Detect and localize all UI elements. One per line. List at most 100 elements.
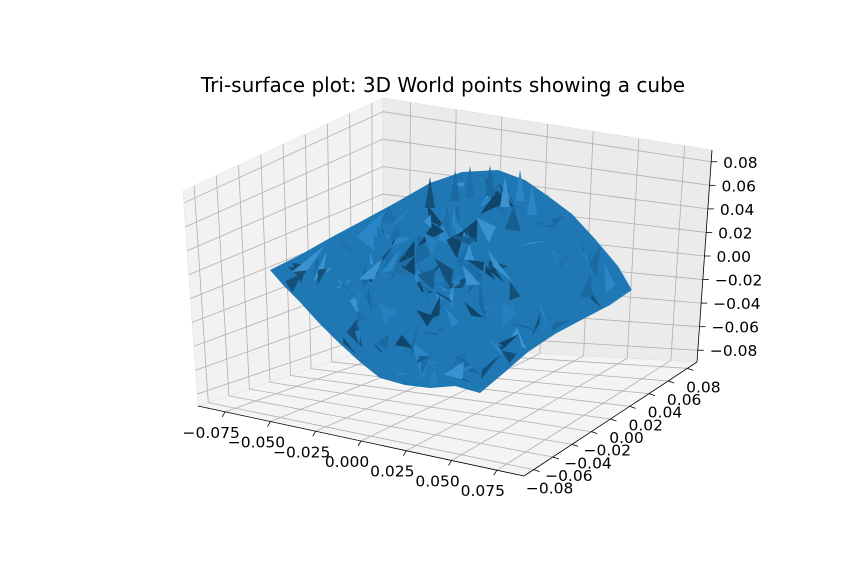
surface-facet [465, 220, 473, 261]
x-tick-label: 0.075 [461, 482, 505, 500]
surface-facet [451, 273, 461, 290]
surface-facet [449, 235, 478, 245]
surface-facet [586, 286, 602, 309]
y-tick-label: −0.06 [545, 467, 593, 485]
x-tick-mark [221, 411, 226, 418]
grid-line [208, 402, 534, 471]
surface-facet [439, 270, 450, 296]
y-tick-label: −0.08 [526, 480, 574, 498]
surface-facet [461, 219, 478, 243]
y-tick-label: 0.06 [667, 391, 702, 409]
x-tick-mark [357, 440, 362, 447]
surface-facet [317, 268, 328, 285]
surface-facet [435, 326, 446, 335]
surface-facet [415, 233, 431, 265]
surface-facet [558, 250, 576, 270]
surface-facet [394, 346, 412, 362]
surface-facet [417, 223, 444, 247]
x-tick-mark [267, 421, 271, 427]
surface-facet [426, 300, 447, 325]
surface-facet [543, 300, 552, 325]
y-tick-mark [610, 418, 617, 422]
y-tick-mark [629, 405, 636, 409]
surface-facet [498, 334, 519, 350]
grid-line [249, 388, 573, 445]
surface-facet [524, 294, 545, 320]
y-tick-mark [648, 393, 656, 397]
grid-line [185, 138, 710, 228]
z-tick-label: 0.08 [723, 154, 758, 172]
surface-facet [376, 225, 394, 263]
surface-facet [450, 346, 468, 369]
surface-facet [356, 222, 375, 251]
surface-facet [489, 266, 505, 283]
surface-facet [589, 245, 601, 278]
surface-facet [443, 361, 464, 380]
surface-facet [517, 239, 551, 247]
z-axis-ticks: −0.08 −0.06 −0.04 −0.02 0.00 0.02 0.04 0.06 0.08 [697, 154, 762, 360]
surface-facet [388, 243, 408, 287]
surface-peak [527, 184, 537, 215]
surface-facet [442, 202, 446, 224]
surface-facet [450, 371, 471, 383]
surface-facet [478, 278, 487, 327]
surface-facet [423, 214, 432, 228]
grid-line [290, 375, 611, 420]
z-tick-label: −0.04 [713, 295, 761, 313]
surface-facet [285, 273, 302, 293]
surface-facet [536, 293, 549, 335]
surface-peak [543, 194, 553, 225]
surface-facet [483, 317, 498, 337]
y-tick-label: −0.02 [584, 442, 632, 460]
surface-facet [380, 249, 400, 274]
surface-facet [343, 337, 357, 355]
surface-facet [445, 307, 460, 327]
x-tick-mark [448, 460, 452, 466]
y-tick-mark [533, 469, 540, 473]
y-tick-mark [552, 456, 559, 460]
surface-facet [346, 264, 365, 293]
surface-facet [370, 251, 374, 265]
surface-peak [450, 170, 460, 201]
surface-facet [420, 356, 431, 376]
surface-facet [482, 246, 489, 292]
surface-facet [551, 319, 571, 332]
surface-facet [434, 191, 435, 200]
surface-facet [501, 334, 524, 356]
surface-facet [416, 310, 435, 327]
surface-facet [577, 250, 590, 264]
surface-facet [464, 302, 484, 318]
z-tick-label: −0.06 [712, 319, 760, 337]
surface-facet [417, 261, 431, 302]
surface-facet [580, 273, 593, 298]
surface-facet [341, 238, 361, 261]
surface-facet [455, 285, 481, 302]
z-tick-label: 0.04 [720, 201, 755, 219]
grid-line [269, 381, 592, 433]
z-tick-label: 0.02 [718, 224, 753, 242]
surface-facet [423, 232, 439, 255]
surface-facet [420, 283, 452, 300]
surface-facet [509, 323, 542, 333]
surface-facet [380, 207, 399, 224]
surface-facet [481, 354, 501, 380]
y-tick-label: 0.08 [686, 378, 721, 396]
surface-facet [430, 277, 445, 282]
surface-facet [462, 264, 481, 286]
surface-facet [385, 223, 402, 245]
surface-facet [419, 331, 440, 335]
surface-facet [505, 206, 521, 232]
chart-title: Tri-surface plot: 3D World points showin… [200, 73, 685, 97]
x-tick-label: −0.025 [273, 443, 330, 461]
x-tick-mark [402, 450, 407, 456]
y-tick-label: 0.02 [628, 416, 663, 434]
surface-facet [589, 251, 591, 264]
y-tick-label: 0.00 [609, 429, 644, 447]
surface-facet [368, 212, 384, 239]
surface-facet [551, 320, 564, 325]
surface-edge [595, 239, 633, 306]
surface-facet [333, 271, 363, 289]
surface-facet [428, 295, 441, 320]
